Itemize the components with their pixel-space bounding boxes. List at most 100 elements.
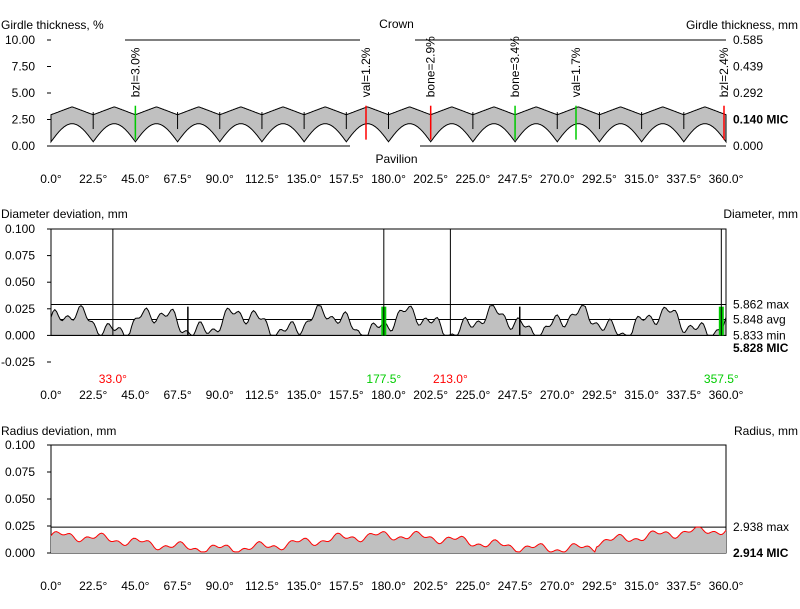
x-tick-label: 0.0° — [40, 579, 62, 593]
x-tick-label: 157.5° — [329, 579, 364, 593]
girdle-thickness-panel: Girdle thickness, % Girdle thickness, mm C… — [1, 17, 798, 186]
y-tick-label: 0.100 — [5, 222, 35, 236]
x-tick-label: 270.0° — [540, 388, 575, 402]
max-label: 2.938 max — [733, 520, 789, 534]
y-tick-label: 0.000 — [5, 546, 35, 560]
avg-label: 5.848 avg — [733, 312, 786, 326]
x-tick-label: 135.0° — [287, 172, 322, 186]
x-tick-label: 247.5° — [498, 579, 533, 593]
pavilion-title: Pavilion — [375, 152, 417, 166]
right-tick-label: 0.585 — [733, 33, 763, 47]
x-tick-label: 67.5° — [163, 579, 191, 593]
x-tick-label: 22.5° — [79, 388, 107, 402]
x-tick-label: 247.5° — [498, 388, 533, 402]
mic-label: 2.914 MIC — [733, 546, 789, 560]
x-tick-label: 292.5° — [582, 172, 617, 186]
right-axis-title: Diameter, mm — [723, 207, 798, 221]
x-tick-label: 0.0° — [40, 172, 62, 186]
x-tick-label: 337.5° — [666, 388, 701, 402]
x-tick-label: 112.5° — [245, 579, 279, 593]
angle-marker-label: 177.5° — [366, 372, 401, 386]
right-axis-title: Girdle thickness, mm — [686, 18, 798, 32]
annotation-label: bone=2.9% — [424, 36, 438, 97]
annotation-label: bzl=2.4% — [717, 47, 731, 97]
x-tick-label: 270.0° — [540, 172, 575, 186]
y-tick-label: -0.025 — [1, 355, 35, 369]
right-tick-label: 0.292 — [733, 86, 763, 100]
x-tick-label: 180.0° — [371, 172, 406, 186]
x-tick-label: 270.0° — [540, 579, 575, 593]
x-tick-label: 360.0° — [709, 388, 744, 402]
y-tick-label: 0.050 — [5, 275, 35, 289]
x-tick-label: 45.0° — [121, 172, 149, 186]
x-tick-label: 22.5° — [79, 172, 107, 186]
annotation-label: bzl=3.0% — [128, 47, 142, 97]
mic-label: 0.140 MIC — [733, 113, 789, 127]
angle-marker-label: 213.0° — [433, 372, 468, 386]
x-tick-label: 360.0° — [709, 579, 744, 593]
x-tick-label: 202.5° — [413, 579, 448, 593]
x-tick-label: 315.0° — [624, 172, 659, 186]
x-tick-label: 90.0° — [206, 172, 234, 186]
y-tick-label: 0.075 — [5, 249, 35, 263]
x-tick-label: 247.5° — [498, 172, 533, 186]
x-tick-label: 112.5° — [245, 388, 279, 402]
y-tick-label: 0.050 — [5, 492, 35, 506]
x-tick-label: 315.0° — [624, 579, 659, 593]
x-tick-label: 135.0° — [287, 388, 322, 402]
x-tick-label: 45.0° — [121, 388, 149, 402]
diameter-area — [50, 304, 727, 336]
x-tick-label: 22.5° — [79, 579, 107, 593]
x-tick-label: 202.5° — [413, 172, 448, 186]
y-tick-label: 2.50 — [12, 113, 36, 127]
y-tick-label: 5.00 — [12, 86, 36, 100]
x-tick-label: 0.0° — [40, 388, 62, 402]
radius-deviation-panel: Radius deviation, mm Radius, mm 0.100 0.075… — [1, 424, 798, 593]
left-axis-title: Diameter deviation, mm — [1, 207, 128, 221]
crown-title: Crown — [379, 17, 414, 31]
x-tick-label: 67.5° — [163, 172, 191, 186]
x-tick-label: 180.0° — [371, 388, 406, 402]
annotation-label: val=1.7% — [569, 47, 583, 97]
y-tick-label: 10.00 — [5, 33, 35, 47]
right-tick-label: 0.439 — [733, 60, 763, 74]
x-tick-label: 292.5° — [582, 388, 617, 402]
x-tick-label: 135.0° — [287, 579, 322, 593]
y-tick-label: 0.000 — [5, 328, 35, 342]
x-tick-label: 225.0° — [455, 388, 490, 402]
diameter-deviation-panel: Diameter deviation, mm Diameter, mm 0.100 0… — [1, 207, 798, 402]
left-axis-title: Radius deviation, mm — [1, 424, 116, 438]
left-axis-title: Girdle thickness, % — [1, 18, 104, 32]
y-tick-label: 0.00 — [12, 139, 36, 153]
x-tick-label: 315.0° — [624, 388, 659, 402]
x-tick-label: 112.5° — [245, 172, 279, 186]
y-tick-label: 0.025 — [5, 519, 35, 533]
right-tick-label: 0.000 — [733, 139, 763, 153]
x-tick-label: 225.0° — [455, 579, 490, 593]
x-tick-label: 202.5° — [413, 388, 448, 402]
y-tick-label: 0.100 — [5, 438, 35, 452]
x-tick-label: 45.0° — [121, 579, 149, 593]
x-tick-label: 180.0° — [371, 579, 406, 593]
max-label: 5.862 max — [733, 298, 789, 312]
angle-marker-label: 33.0° — [99, 372, 127, 386]
x-tick-label: 225.0° — [455, 172, 490, 186]
y-tick-label: 0.075 — [5, 465, 35, 479]
min-label: 5.833 min — [733, 328, 786, 342]
annotation-label: val=1.2% — [359, 47, 373, 97]
x-tick-label: 337.5° — [666, 579, 701, 593]
x-tick-label: 337.5° — [666, 172, 701, 186]
right-axis-title: Radius, mm — [734, 424, 798, 438]
y-tick-label: 0.025 — [5, 302, 35, 316]
radius-line — [50, 526, 727, 553]
y-tick-label: 7.50 — [12, 60, 36, 74]
annotation-label: bone=3.4% — [508, 36, 522, 97]
x-tick-label: 157.5° — [329, 172, 364, 186]
x-tick-label: 360.0° — [709, 172, 744, 186]
x-tick-label: 90.0° — [206, 388, 234, 402]
angle-marker-label: 357.5° — [704, 372, 739, 386]
x-tick-label: 90.0° — [206, 579, 234, 593]
radius-area — [51, 527, 726, 553]
x-tick-label: 292.5° — [582, 579, 617, 593]
